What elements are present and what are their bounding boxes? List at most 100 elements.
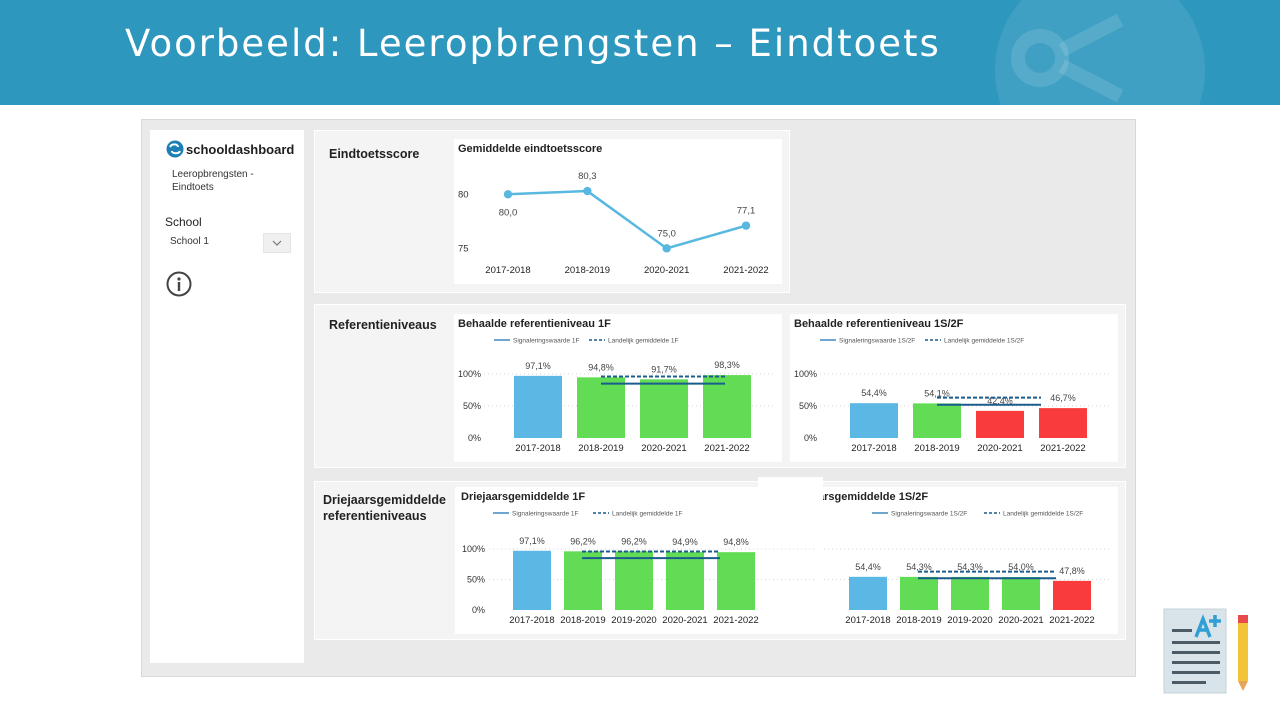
data-label: 94,8% xyxy=(723,537,749,547)
x-tick-label: 2017-2018 xyxy=(851,443,896,454)
white-overlay xyxy=(758,477,823,489)
y-tick-label: 100% xyxy=(458,369,481,379)
y-tick-label: 75 xyxy=(458,243,469,254)
brand-icon xyxy=(166,140,184,158)
chart-title: Driejaarsgemiddelde 1F xyxy=(461,491,586,503)
x-tick-label: 2018-2019 xyxy=(560,615,605,626)
bar-chart: Signaleringswaarde 1S/2F Landelijk gemidd… xyxy=(807,511,1112,626)
data-label: 42,4% xyxy=(987,396,1013,406)
slide-banner: Voorbeeld: Leeropbrengsten – Eindtoets xyxy=(0,0,1280,105)
bar-chart: Signaleringswaarde 1F Landelijk gemiddeld… xyxy=(458,338,776,454)
data-label: 97,1% xyxy=(519,536,545,546)
y-tick-label: 50% xyxy=(799,401,817,411)
x-tick-label: 2018-2019 xyxy=(565,265,610,276)
bar xyxy=(913,403,961,438)
data-label: 80,0 xyxy=(499,207,518,218)
bar xyxy=(577,377,625,438)
legend-label: Signaleringswaarde 1F xyxy=(513,338,580,345)
data-label: 80,3 xyxy=(578,171,597,182)
x-tick-label: 2017-2018 xyxy=(845,615,890,626)
data-label: 54,4% xyxy=(861,388,887,398)
bar xyxy=(564,551,602,610)
x-tick-label: 2020-2021 xyxy=(662,615,707,626)
x-tick-label: 2021-2022 xyxy=(704,443,749,454)
slide-title: Voorbeeld: Leeropbrengsten – Eindtoets xyxy=(125,22,941,65)
data-label: 54,3% xyxy=(957,562,983,572)
bar xyxy=(615,551,653,610)
chart-title: Behaalde referentieniveau 1F xyxy=(458,318,611,330)
section-label-driejaars: Driejaarsgemiddelde referentieniveaus xyxy=(323,492,446,524)
x-tick-label: 2018-2019 xyxy=(896,615,941,626)
y-tick-label: 0% xyxy=(804,433,817,443)
brand-logo: schooldashboard xyxy=(166,140,294,158)
data-label: 47,8% xyxy=(1059,566,1085,576)
data-label: 77,1 xyxy=(737,206,756,217)
y-tick-label: 100% xyxy=(794,369,817,379)
data-label: 54,3% xyxy=(906,562,932,572)
x-tick-label: 2020-2021 xyxy=(977,443,1022,454)
page-subtitle: Leeropbrengsten - Eindtoets xyxy=(172,168,282,194)
brand-name: schooldashboard xyxy=(186,141,295,157)
section-label-eindtoets: Eindtoetsscore xyxy=(329,147,420,161)
chart-title: Gemiddelde eindtoetsscore xyxy=(458,143,603,155)
x-tick-label: 2019-2020 xyxy=(947,615,992,626)
grade-document-icon xyxy=(1163,608,1248,694)
data-label: 98,3% xyxy=(714,360,740,370)
chevron-down-icon xyxy=(272,240,282,246)
data-label: 97,1% xyxy=(525,361,551,371)
school-filter-value[interactable]: School 1 xyxy=(170,236,209,247)
info-icon[interactable] xyxy=(166,271,192,297)
data-label: 54,4% xyxy=(855,562,881,572)
bar xyxy=(514,375,562,438)
chart-card-drie1s: arsgemiddelde 1S/2F Signaleringswaarde 1… xyxy=(790,487,1118,634)
x-tick-label: 2021-2022 xyxy=(723,265,768,276)
x-tick-label: 2021-2022 xyxy=(713,615,758,626)
school-dropdown-button[interactable] xyxy=(263,233,291,253)
legend-label: Signaleringswaarde 1F xyxy=(512,511,579,518)
y-tick-label: 0% xyxy=(468,433,481,443)
legend-label: Landelijk gemiddelde 1F xyxy=(608,338,678,345)
data-label: 91,7% xyxy=(651,364,677,374)
x-tick-label: 2021-2022 xyxy=(1049,615,1094,626)
sidebar-panel xyxy=(150,130,304,663)
legend-label: Signaleringswaarde 1S/2F xyxy=(891,511,967,518)
x-tick-label: 2018-2019 xyxy=(578,443,623,454)
x-tick-label: 2017-2018 xyxy=(509,615,554,626)
bar xyxy=(951,576,989,610)
x-tick-label: 2019-2020 xyxy=(611,615,656,626)
data-point xyxy=(741,221,751,230)
bar xyxy=(513,550,551,610)
series-line xyxy=(507,189,747,250)
chart-card-drie1f: Driejaarsgemiddelde 1F Signaleringswaard… xyxy=(455,487,823,634)
data-label: 54,0% xyxy=(1008,562,1034,572)
school-filter-label: School xyxy=(165,215,202,229)
data-label: 54,1% xyxy=(924,388,950,398)
legend-label: Landelijk gemiddelde 1S/2F xyxy=(944,338,1024,345)
x-tick-label: 2017-2018 xyxy=(515,443,560,454)
x-tick-label: 2020-2021 xyxy=(641,443,686,454)
x-tick-label: 2020-2021 xyxy=(998,615,1043,626)
data-point xyxy=(662,244,671,253)
bar xyxy=(900,576,938,610)
y-tick-label: 50% xyxy=(463,401,481,411)
section-label-driejaars-line2: referentieniveaus xyxy=(323,509,427,523)
section-label-referentie: Referentieniveaus xyxy=(329,318,437,332)
data-label: 96,2% xyxy=(570,536,596,546)
x-tick-label: 2018-2019 xyxy=(914,443,959,454)
y-tick-label: 100% xyxy=(462,544,485,554)
x-tick-label: 2017-2018 xyxy=(485,265,530,276)
bar xyxy=(703,375,751,438)
legend-label: Landelijk gemiddelde 1F xyxy=(612,511,682,518)
legend-label: Signaleringswaarde 1S/2F xyxy=(839,338,915,345)
x-tick-label: 2021-2022 xyxy=(1040,443,1085,454)
data-label: 96,2% xyxy=(621,536,647,546)
data-point xyxy=(503,190,513,199)
bar xyxy=(976,410,1024,438)
page-subtitle-line1: Leeropbrengsten - xyxy=(172,169,254,180)
chart-card-ref1s: Behaalde referentieniveau 1S/2F Signaler… xyxy=(790,314,1118,462)
chart-title: Behaalde referentieniveau 1S/2F xyxy=(794,318,964,330)
page-subtitle-line2: Eindtoets xyxy=(172,182,214,193)
data-label: 94,9% xyxy=(672,537,698,547)
bar xyxy=(850,403,898,438)
x-tick-label: 2020-2021 xyxy=(644,265,689,276)
